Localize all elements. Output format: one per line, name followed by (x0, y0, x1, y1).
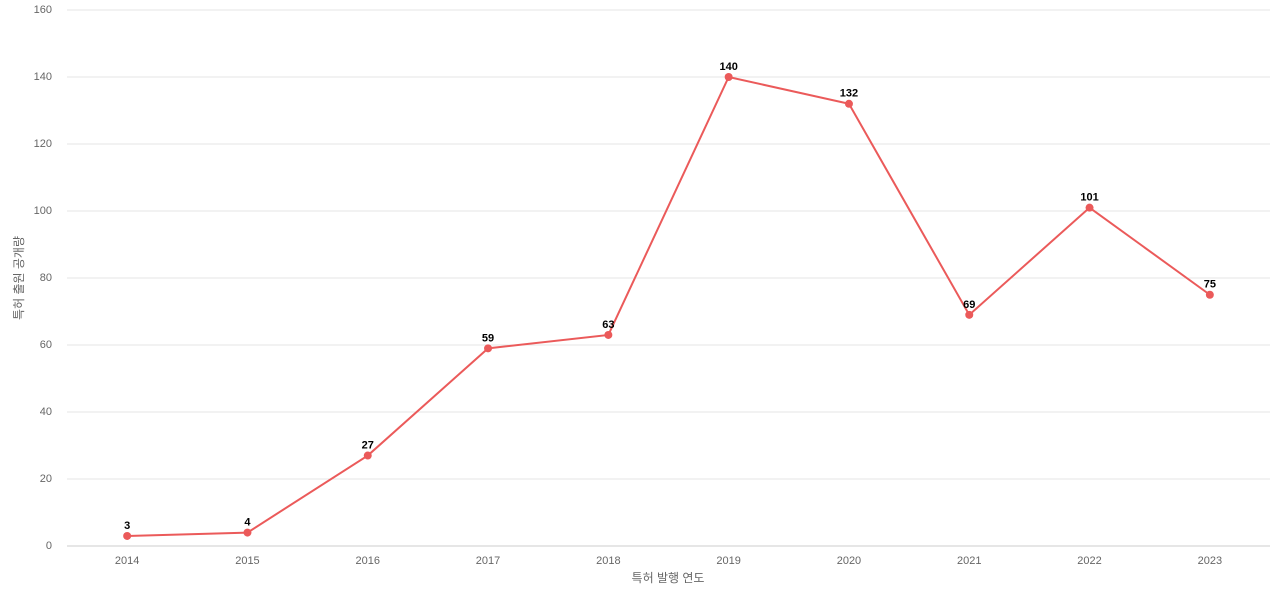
value-label: 101 (1080, 192, 1098, 204)
y-tick-label: 40 (40, 406, 52, 418)
y-axis-label: 특허 출원 공개량 (12, 236, 26, 320)
point (604, 330, 613, 339)
x-tick-label: 2021 (957, 555, 981, 567)
x-tick-label: 2018 (596, 555, 620, 567)
x-tick-label: 2016 (356, 555, 380, 567)
y-tick-label: 20 (40, 473, 52, 485)
y-tick-label: 160 (34, 4, 52, 16)
point (363, 451, 372, 460)
value-label: 140 (719, 61, 737, 73)
x-tick-label: 2019 (716, 555, 740, 567)
point (1085, 203, 1094, 212)
x-tick-label: 2015 (235, 555, 259, 567)
x-tick-label: 2020 (837, 555, 861, 567)
x-tick-label: 2023 (1198, 555, 1222, 567)
x-axis-label: 특허 발행 연도 (632, 570, 705, 585)
line (127, 75, 1211, 537)
value-label: 132 (840, 88, 858, 100)
y-tick-label: 100 (34, 205, 52, 217)
value-label: 27 (362, 439, 374, 451)
point (243, 528, 252, 537)
x-tick-label: 2017 (476, 555, 500, 567)
point (123, 531, 132, 540)
y-tick-label: 120 (34, 138, 52, 150)
value-label: 59 (482, 332, 494, 344)
value-label: 3 (124, 520, 130, 532)
point (844, 99, 853, 108)
point (484, 344, 493, 353)
point (965, 310, 974, 319)
x-tick-label: 2014 (115, 555, 139, 567)
y-tick-label: 0 (46, 540, 52, 552)
point (1205, 290, 1214, 299)
y-tick-label: 80 (40, 272, 52, 284)
x-tick-label: 2022 (1077, 555, 1101, 567)
y-tick-label: 140 (34, 71, 52, 83)
y-tick-label: 60 (40, 339, 52, 351)
value-label: 4 (244, 517, 251, 529)
value-label: 63 (602, 319, 614, 331)
value-label: 75 (1204, 279, 1216, 291)
point (724, 73, 733, 81)
value-label: 69 (963, 299, 975, 311)
